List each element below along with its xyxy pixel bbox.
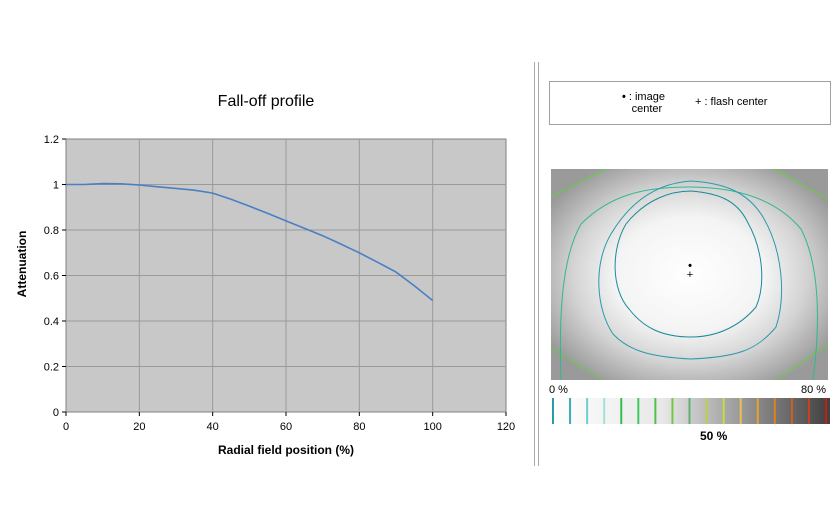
falloff-background	[551, 169, 828, 380]
panel-divider	[538, 62, 539, 466]
scale-min-label: 0 %	[549, 384, 568, 396]
y-tick-label: 0.2	[44, 362, 59, 374]
flash-center-marker: +	[687, 269, 693, 281]
y-axis-label: Attenuation	[15, 231, 29, 298]
scale-mid-label: 50 %	[700, 429, 728, 443]
panel-divider	[534, 62, 535, 466]
y-tick-label: 0	[53, 407, 59, 419]
contour-2	[614, 190, 763, 338]
y-tick-label: 0.6	[44, 271, 59, 283]
falloff-chart: Fall-off profile 0 20 40 60 80 100 120 0 0.2 0.4…	[15, 93, 515, 457]
image-center-marker: •	[688, 260, 692, 272]
image-center-legend: • : image center	[622, 91, 665, 115]
image-center-label: : image center	[628, 91, 665, 115]
image-center-symbol: •	[622, 91, 626, 103]
x-axis-ticks: 0 20 40 60 80 100 120	[63, 412, 515, 433]
flash-center-legend: + : flash center	[695, 96, 767, 108]
scale-max-label: 80 %	[801, 384, 827, 396]
contour-4	[559, 186, 818, 380]
x-tick-label: 0	[63, 421, 69, 433]
falloff-scale-bar	[550, 398, 830, 424]
flash-center-label: : flash center	[704, 96, 768, 108]
y-axis-ticks: 0 0.2 0.4 0.6 0.8 1 1.2	[44, 134, 66, 419]
flash-center-symbol: +	[695, 96, 702, 108]
center-legend: • : image center + : flash center	[549, 81, 831, 125]
x-tick-label: 100	[423, 421, 441, 433]
y-tick-label: 1	[53, 180, 59, 192]
series-line	[66, 182, 434, 302]
scale-ticks	[552, 398, 827, 424]
chart-title: Fall-off profile	[218, 93, 315, 110]
x-axis-label: Radial field position (%)	[218, 443, 354, 457]
x-tick-label: 60	[280, 421, 292, 433]
contour-outer	[551, 169, 828, 380]
y-tick-label: 0.8	[44, 225, 59, 237]
y-tick-label: 1.2	[44, 134, 59, 146]
x-tick-label: 120	[497, 421, 515, 433]
x-tick-label: 40	[207, 421, 219, 433]
contour-3	[598, 180, 783, 360]
x-tick-label: 80	[353, 421, 365, 433]
x-tick-label: 20	[133, 421, 145, 433]
y-tick-label: 0.4	[44, 316, 59, 328]
falloff-map: • +	[551, 169, 828, 380]
